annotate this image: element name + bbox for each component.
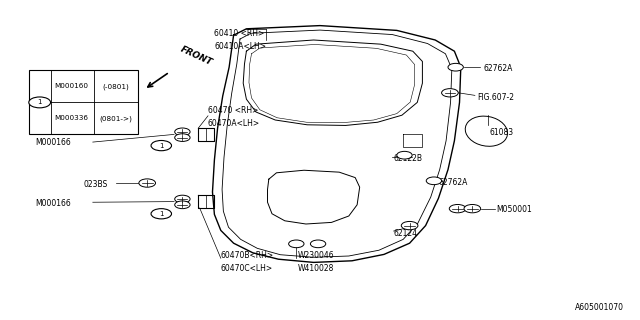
Circle shape <box>151 140 172 151</box>
Text: 60470C<LH>: 60470C<LH> <box>221 264 273 273</box>
Text: 61083: 61083 <box>490 128 514 137</box>
Bar <box>29 70 138 134</box>
Text: W410028: W410028 <box>298 264 334 273</box>
Text: M050001: M050001 <box>496 205 532 214</box>
Circle shape <box>426 177 442 185</box>
Text: (-0801): (-0801) <box>102 83 129 90</box>
Text: 62762A: 62762A <box>438 178 468 187</box>
Circle shape <box>401 221 418 230</box>
Text: M000166: M000166 <box>35 138 71 147</box>
Circle shape <box>175 134 190 141</box>
Circle shape <box>289 240 304 248</box>
Text: 62124: 62124 <box>394 229 418 238</box>
Circle shape <box>175 195 190 203</box>
Text: 60470A<LH>: 60470A<LH> <box>208 119 260 128</box>
Text: 60410A<LH>: 60410A<LH> <box>214 42 266 51</box>
Text: 60470B<RH>: 60470B<RH> <box>221 252 274 260</box>
Text: W230046: W230046 <box>298 252 334 260</box>
Text: 1: 1 <box>159 211 164 217</box>
Circle shape <box>175 201 190 209</box>
Text: 1: 1 <box>37 100 42 105</box>
Circle shape <box>442 89 458 97</box>
Text: FIG.607-2: FIG.607-2 <box>477 93 514 102</box>
Circle shape <box>464 204 481 213</box>
Text: M000336: M000336 <box>54 116 88 121</box>
Circle shape <box>449 204 466 213</box>
Circle shape <box>397 151 412 159</box>
Circle shape <box>175 128 190 136</box>
Circle shape <box>29 97 51 108</box>
Text: 1: 1 <box>159 143 164 148</box>
Text: 62762A: 62762A <box>483 64 513 73</box>
Text: 60410 <RH>: 60410 <RH> <box>214 29 265 38</box>
Text: (0801->): (0801->) <box>99 115 132 122</box>
Text: 60470 <RH>: 60470 <RH> <box>208 106 259 115</box>
Circle shape <box>448 63 463 71</box>
Text: FRONT: FRONT <box>179 44 214 67</box>
Text: A605001070: A605001070 <box>575 303 624 312</box>
Circle shape <box>139 179 156 187</box>
Circle shape <box>151 209 172 219</box>
Text: M000166: M000166 <box>35 199 71 208</box>
Text: 023BS: 023BS <box>83 180 108 188</box>
Circle shape <box>310 240 326 248</box>
Text: M000160: M000160 <box>54 84 88 89</box>
Text: 62122B: 62122B <box>394 154 422 163</box>
